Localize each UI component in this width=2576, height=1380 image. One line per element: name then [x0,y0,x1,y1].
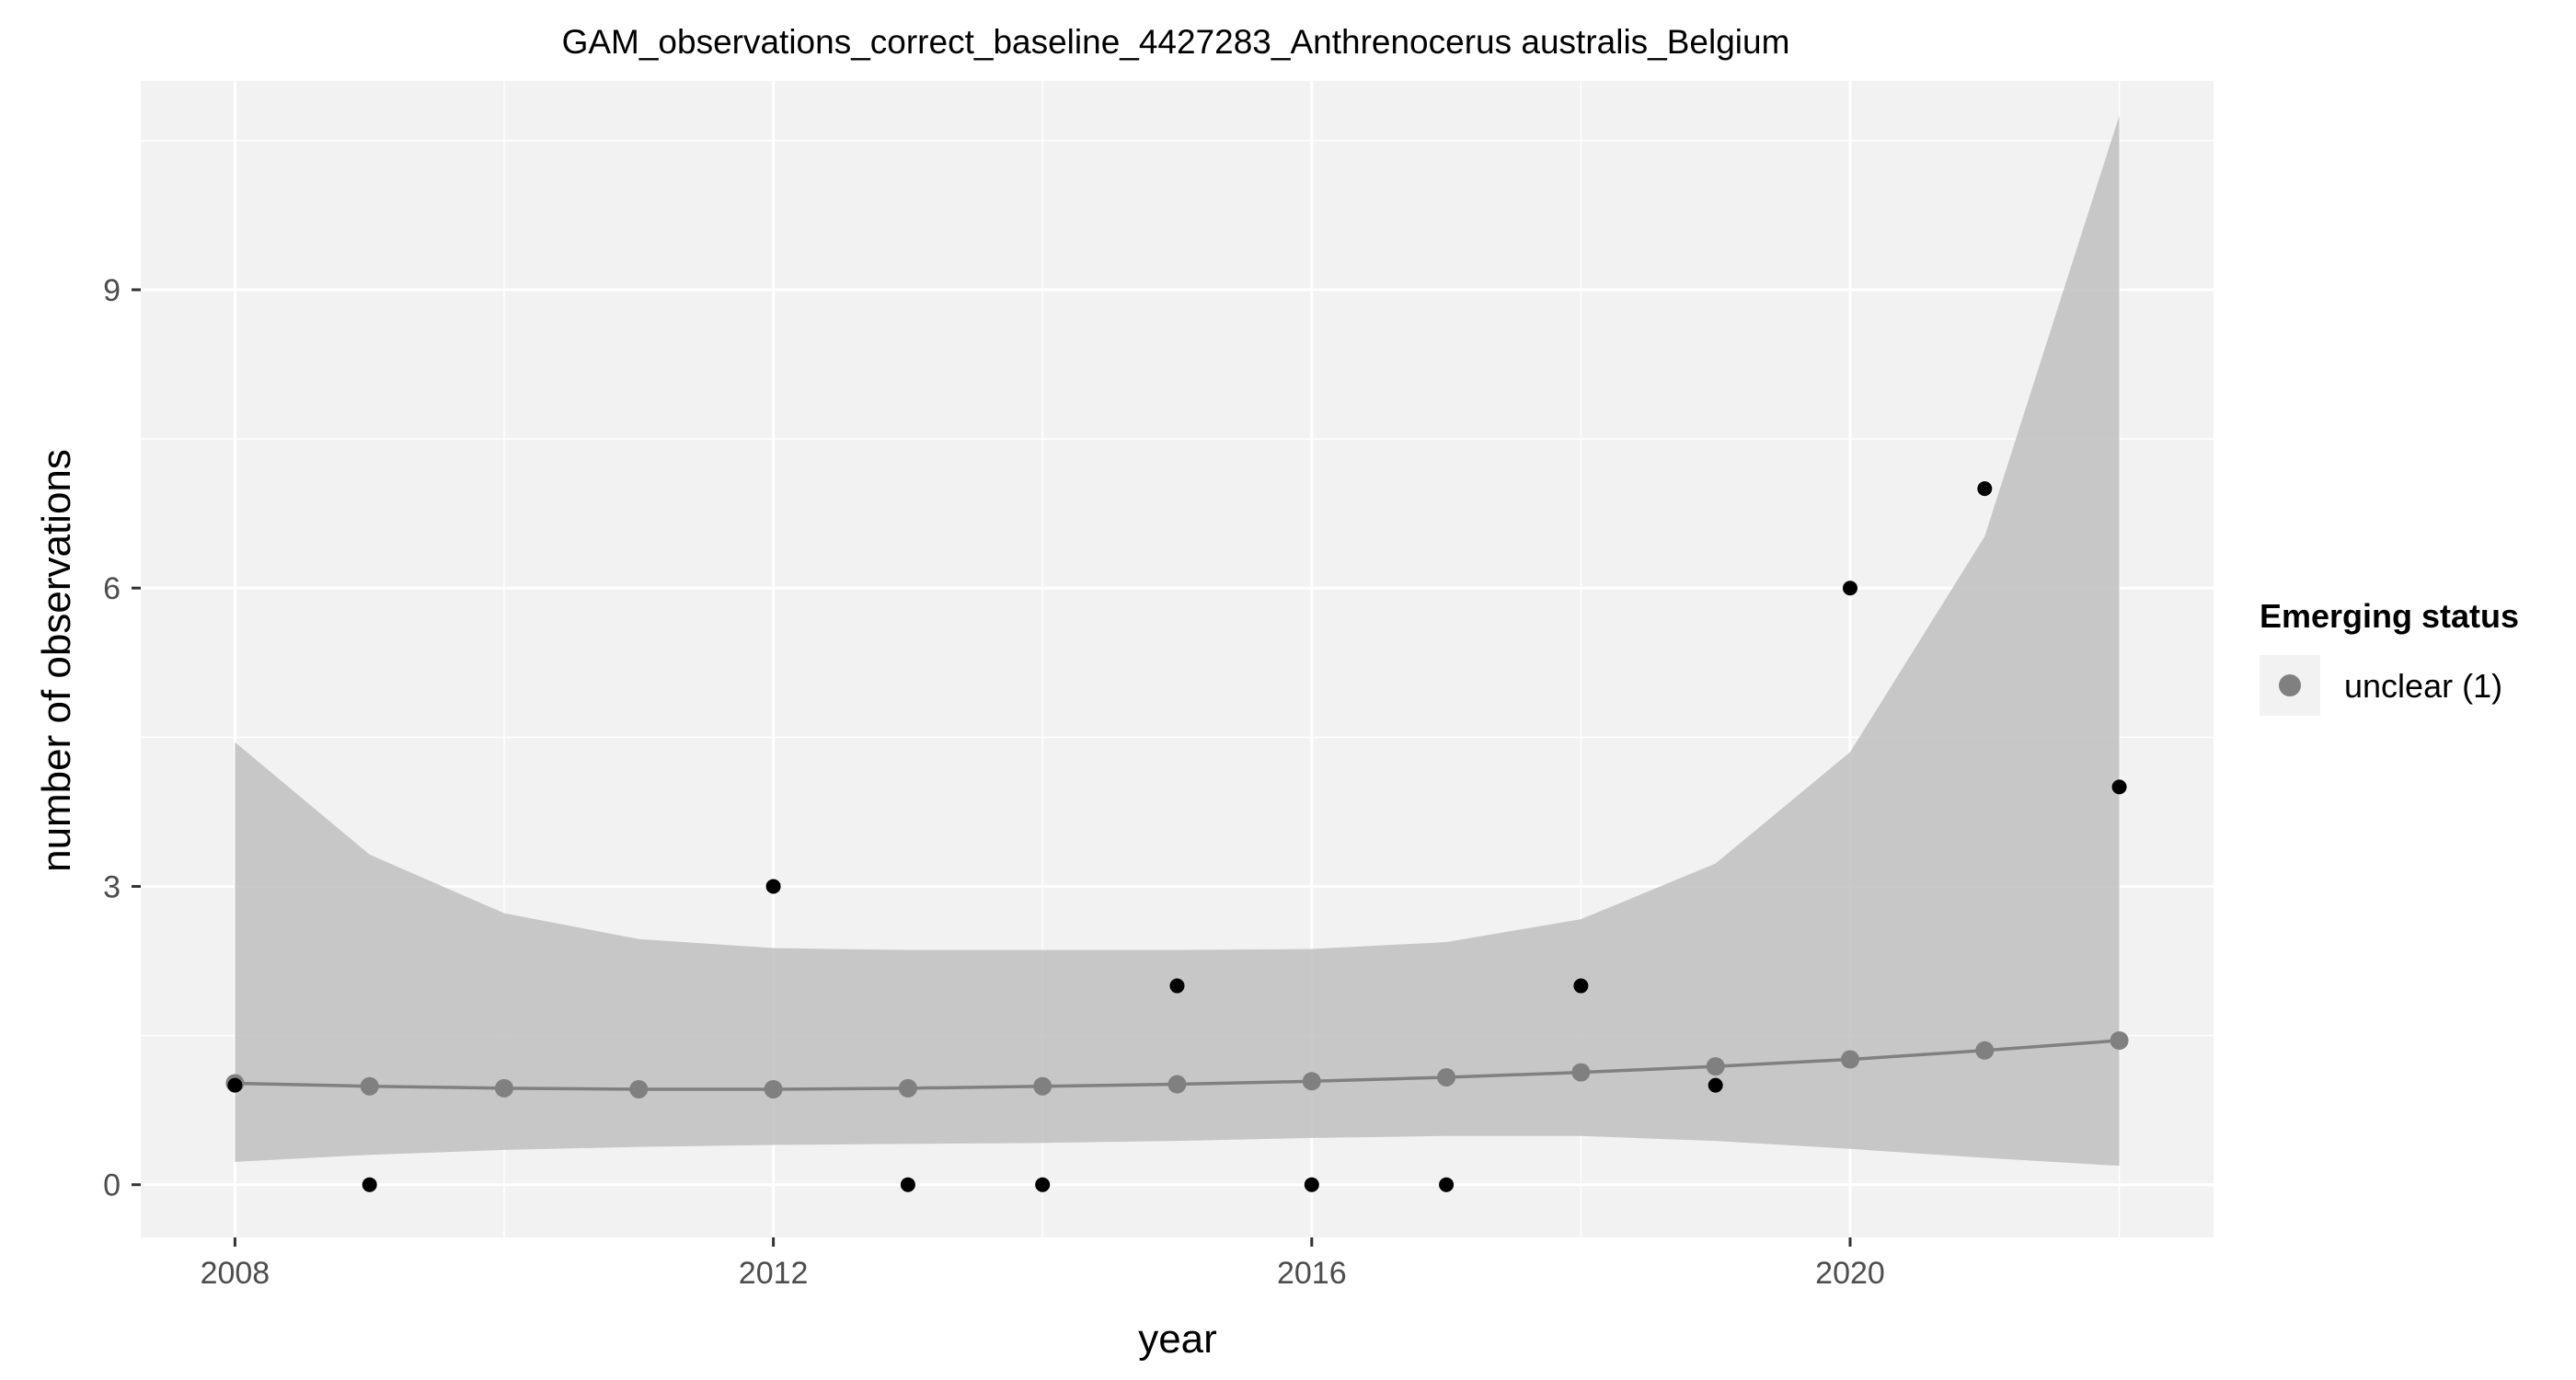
confidence-ribbon-layer [235,115,2120,1167]
x-axis: 2008 2012 2016 2020 [201,1237,1885,1291]
fitted-point [1033,1076,1052,1096]
y-axis: 0 3 6 9 [103,273,141,1203]
legend-title: Emerging status [2260,597,2519,635]
fitted-point [1571,1063,1591,1082]
legend: Emerging status unclear (1) [2260,597,2519,716]
y-tick-label: 9 [103,273,121,308]
observed-point [362,1177,377,1192]
observed-point [1439,1177,1455,1192]
observed-point [1842,581,1857,596]
fitted-point [1975,1041,1995,1060]
confidence-ribbon [235,115,2120,1167]
observed-point [1035,1177,1051,1192]
fitted-point [2110,1030,2129,1050]
fitted-point [1840,1050,1859,1069]
observed-point [227,1077,243,1093]
x-axis-title: year [1138,1317,1217,1362]
fitted-point [1706,1057,1725,1076]
observed-points-layer [227,481,2127,1192]
y-axis-title: number of observations [34,449,79,872]
chart-title: GAM_observations_correct_baseline_442728… [562,23,1790,61]
x-tick-label: 2016 [1277,1256,1347,1291]
fitted-point [1437,1067,1456,1087]
observed-point [900,1177,915,1192]
observed-point [1169,978,1185,994]
y-tick-label: 3 [103,869,121,904]
fitted-point [1302,1072,1321,1091]
fitted-point [360,1076,379,1096]
fitted-point [495,1078,514,1098]
y-tick-label: 6 [103,571,121,606]
y-tick-label: 0 [103,1168,121,1203]
legend-key-unclear [2279,674,2301,696]
x-tick-label: 2012 [739,1256,809,1291]
x-tick-label: 2020 [1815,1256,1885,1291]
observed-point [1573,978,1589,994]
observed-point [1304,1177,1319,1192]
fitted-point [764,1079,783,1098]
fitted-point [898,1078,917,1098]
observed-point [1977,481,1993,497]
fitted-point [1167,1075,1187,1094]
legend-label-unclear: unclear (1) [2344,667,2502,705]
observed-point [765,879,781,894]
observed-point [2111,779,2127,795]
fitted-point [629,1079,649,1098]
x-tick-label: 2008 [201,1256,270,1291]
observed-point [1708,1077,1723,1093]
